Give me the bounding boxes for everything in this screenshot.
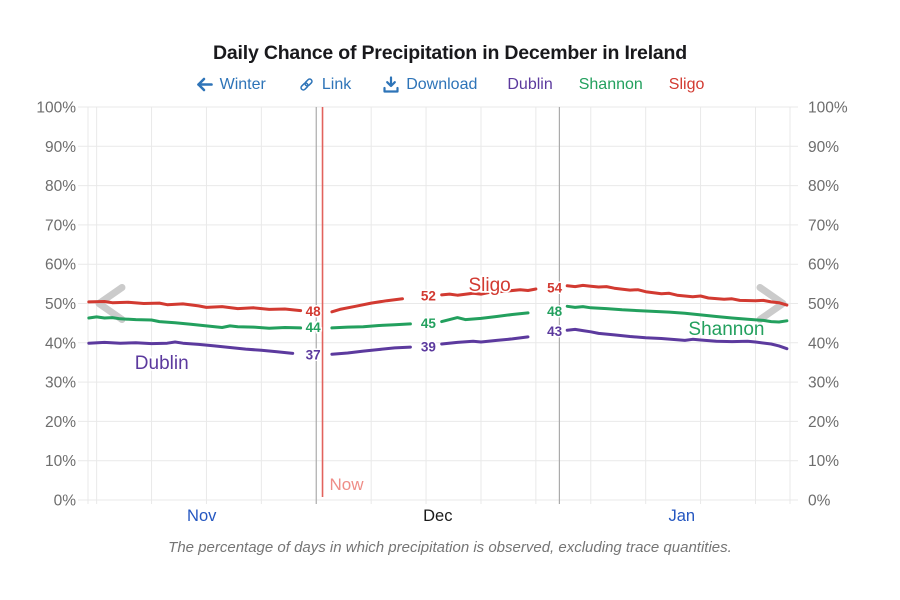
toolbar-tools: Winter Link Download <box>196 75 477 94</box>
value-label-sligo: 54 <box>547 281 563 296</box>
value-label-dublin: 39 <box>421 340 436 355</box>
y-tick-label-right: 80% <box>808 178 839 195</box>
toolbar: Winter Link Download Dublin Shannon Slig… <box>0 75 900 94</box>
y-tick-label-left: 60% <box>45 257 76 274</box>
value-label-sligo: 52 <box>421 288 436 303</box>
inline-label-shannon: Shannon <box>688 319 764 340</box>
month-label-jan[interactable]: Jan <box>668 507 695 525</box>
y-tick-label-right: 90% <box>808 139 839 156</box>
now-label: Now <box>330 475 365 494</box>
download-button-label: Download <box>406 76 478 93</box>
legend-shannon[interactable]: Shannon <box>578 76 643 93</box>
legend-sligo[interactable]: Sligo <box>668 76 705 93</box>
inline-label-sligo: Sligo <box>468 275 510 296</box>
chain-link-icon <box>298 76 315 93</box>
city-legend: Dublin Shannon Sligo <box>507 75 704 94</box>
back-arrow-icon <box>196 77 213 92</box>
series-line-shannon[interactable] <box>440 311 530 324</box>
y-tick-label-left: 70% <box>45 217 76 234</box>
series-line-sligo[interactable] <box>87 300 303 313</box>
value-label-shannon: 44 <box>306 320 322 335</box>
y-tick-label-right: 50% <box>808 296 839 313</box>
y-tick-label-left: 90% <box>45 139 76 156</box>
month-labels: Nov Dec Jan <box>187 507 695 525</box>
month-divider-lines <box>315 107 560 504</box>
series-line-dublin[interactable] <box>565 327 789 351</box>
y-tick-label-right: 30% <box>808 375 839 392</box>
series-line-dublin[interactable] <box>87 340 295 355</box>
y-tick-label-right: 0% <box>808 493 831 510</box>
download-button[interactable]: Download <box>383 75 477 94</box>
legend-dublin[interactable]: Dublin <box>507 76 553 93</box>
y-tick-label-left: 80% <box>45 178 76 195</box>
value-label-dublin: 43 <box>547 324 563 339</box>
link-button-label: Link <box>321 76 352 93</box>
month-label-dec: Dec <box>423 507 452 525</box>
y-tick-label-left: 40% <box>45 335 76 352</box>
y-tick-label-left: 100% <box>36 100 76 117</box>
y-tick-label-right: 70% <box>808 217 839 234</box>
winter-back-link[interactable]: Winter <box>196 75 266 94</box>
y-tick-label-left: 20% <box>45 414 76 431</box>
y-tick-label-left: 10% <box>45 453 76 470</box>
y-tick-label-left: 50% <box>45 296 76 313</box>
value-label-shannon: 48 <box>547 304 563 319</box>
month-label-nov[interactable]: Nov <box>187 507 217 525</box>
series-line-sligo[interactable] <box>565 283 789 307</box>
chart-caption: The percentage of days in which precipit… <box>168 539 732 556</box>
y-tick-label-right: 40% <box>808 335 839 352</box>
y-tick-label-left: 0% <box>54 493 77 510</box>
series-line-shannon[interactable] <box>330 322 412 330</box>
link-button[interactable]: Link <box>298 75 351 94</box>
download-icon <box>383 76 399 93</box>
prev-period-chevron-icon[interactable] <box>95 284 126 323</box>
x-gridlines <box>87 107 791 504</box>
series-sligo: 48 52 54 Sligo <box>87 273 789 321</box>
series-line-sligo[interactable] <box>330 297 404 314</box>
series-line-dublin[interactable] <box>440 335 530 346</box>
value-label-sligo: 48 <box>306 304 322 319</box>
series-dublin: 37 39 43 Dublin <box>87 322 789 376</box>
value-label-dublin: 37 <box>306 347 321 362</box>
series-shannon: 44 45 48 Shannon <box>87 303 789 342</box>
series-line-dublin[interactable] <box>330 345 412 356</box>
y-tick-label-left: 30% <box>45 375 76 392</box>
y-tick-label-right: 60% <box>808 257 839 274</box>
y-tick-label-right: 100% <box>808 100 848 117</box>
now-marker: Now <box>321 107 365 497</box>
page-title: Daily Chance of Precipitation in Decembe… <box>213 42 687 64</box>
y-gridlines-and-ticks: 0% 0% 10% 10% 20% 20% 30% 30% 40% 40% 50% 50% 60% 60%… <box>36 100 848 510</box>
value-label-shannon: 45 <box>421 316 437 331</box>
series-line-shannon[interactable] <box>565 304 789 324</box>
winter-link-label: Winter <box>219 76 266 93</box>
inline-label-dublin: Dublin <box>135 353 189 374</box>
series-line-shannon[interactable] <box>87 315 303 330</box>
y-tick-label-right: 20% <box>808 414 839 431</box>
series-line-sligo[interactable] <box>440 287 538 297</box>
y-tick-label-right: 10% <box>808 453 839 470</box>
